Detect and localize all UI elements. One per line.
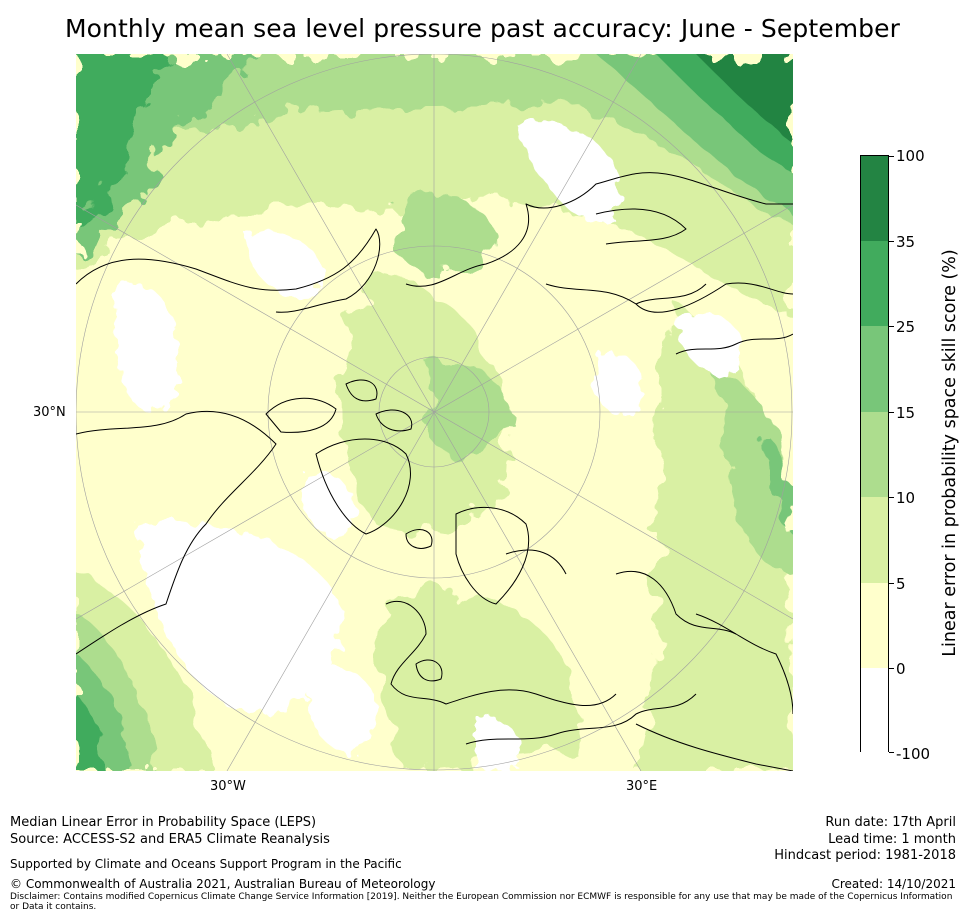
colorbar-label: 100 [896, 147, 925, 165]
footer-support: Supported by Climate and Oceans Support … [10, 857, 402, 871]
colorbar-label: -100 [896, 745, 931, 763]
colorbar-title: Linear error in probability space skill … [940, 249, 960, 657]
colorbar-label: 35 [896, 233, 916, 251]
footer-method: Median Linear Error in Probability Space… [10, 815, 317, 830]
lon-label-30w: 30°W [210, 779, 246, 794]
footer-disclaimer: Disclaimer: Contains modified Copernicus… [10, 892, 953, 912]
colorbar-tick [889, 412, 894, 413]
graticule [76, 54, 793, 771]
colorbar-seg-100 [861, 156, 888, 241]
polar-map-svg [76, 54, 793, 771]
colorbar-tick [889, 241, 894, 242]
footer-run-date: Run date: 17th April [825, 815, 956, 830]
footer-lead-time: Lead time: 1 month [828, 832, 956, 847]
colorbar-label: 10 [896, 489, 916, 507]
footer-hindcast: Hindcast period: 1981-2018 [774, 848, 956, 863]
polar-map [76, 54, 793, 771]
no-skill-areas [114, 122, 743, 771]
colorbar-label: 5 [896, 575, 906, 593]
colorbar-seg-0 [861, 668, 888, 753]
colorbar-label: 25 [896, 318, 916, 336]
colorbar-tick [889, 326, 894, 327]
colorbar-seg-35 [861, 241, 888, 326]
colorbar-seg-5 [861, 583, 888, 668]
colorbar-seg-15 [861, 412, 888, 497]
colorbar-seg-25 [861, 326, 888, 412]
colorbar-tick [889, 668, 894, 669]
footer-copyright: © Commonwealth of Australia 2021, Austra… [10, 877, 436, 891]
skill-shading [76, 54, 793, 771]
lat-label-30n: 30°N [33, 405, 66, 420]
colorbar-seg-10 [861, 497, 888, 583]
colorbar-tick [889, 583, 894, 584]
footer-source: Source: ACCESS-S2 and ERA5 Climate Reana… [10, 832, 330, 847]
colorbar-tick [889, 156, 894, 157]
colorbar [860, 155, 889, 753]
colorbar-label: 0 [896, 660, 906, 678]
footer-created: Created: 14/10/2021 [831, 877, 956, 891]
colorbar-label: 15 [896, 404, 916, 422]
colorbar-tick [889, 497, 894, 498]
colorbar-tick [889, 752, 894, 753]
lon-label-30e: 30°E [626, 779, 658, 794]
map-title: Monthly mean sea level pressure past acc… [64, 14, 901, 43]
coastlines [76, 172, 793, 771]
